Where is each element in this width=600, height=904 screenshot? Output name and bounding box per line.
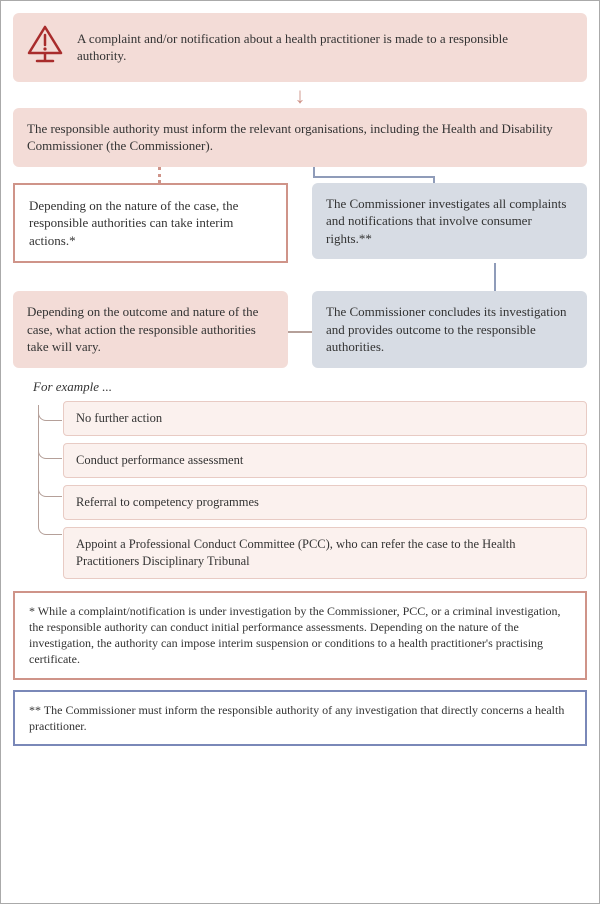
step-complaint-text: A complaint and/or notification about a … xyxy=(77,30,527,65)
step-investigate: The Commissioner investigates all compla… xyxy=(312,183,587,260)
example-text: Conduct performance assessment xyxy=(76,453,243,467)
footnote-star: * While a complaint/notification is unde… xyxy=(13,591,587,680)
example-list: No further action Conduct performance as… xyxy=(63,401,587,578)
step-inform: The responsible authority must inform th… xyxy=(13,108,587,167)
step-outcome: Depending on the outcome and nature of t… xyxy=(13,291,288,368)
step-interim: Depending on the nature of the case, the… xyxy=(13,183,288,264)
example-item: No further action xyxy=(63,401,587,436)
step-interim-text: Depending on the nature of the case, the… xyxy=(29,198,238,248)
example-item: Conduct performance assessment xyxy=(63,443,587,478)
connector xyxy=(288,331,312,333)
tree-bracket xyxy=(38,405,62,578)
connector xyxy=(494,263,496,291)
step-complaint: A complaint and/or notification about a … xyxy=(13,13,587,82)
example-text: Referral to competency programmes xyxy=(76,495,259,509)
footnote-star-text: * While a complaint/notification is unde… xyxy=(29,604,561,667)
examples-label: For example ... xyxy=(33,378,587,396)
example-text: Appoint a Professional Conduct Committee… xyxy=(76,537,515,568)
warning-sign-icon xyxy=(27,25,63,70)
connector xyxy=(313,176,433,178)
connector-dashed xyxy=(158,167,161,183)
footnote-dstar-text: ** The Commissioner must inform the resp… xyxy=(29,703,564,733)
step-conclude-text: The Commissioner concludes its investiga… xyxy=(326,304,566,354)
example-item: Referral to competency programmes xyxy=(63,485,587,520)
step-outcome-text: Depending on the outcome and nature of t… xyxy=(27,304,258,354)
step-conclude: The Commissioner concludes its investiga… xyxy=(312,291,587,368)
example-item: Appoint a Professional Conduct Committee… xyxy=(63,527,587,579)
footnote-double-star: ** The Commissioner must inform the resp… xyxy=(13,690,587,746)
connector xyxy=(313,167,315,176)
arrow-down-icon: ↓ xyxy=(13,82,587,108)
example-text: No further action xyxy=(76,411,162,425)
step-inform-text: The responsible authority must inform th… xyxy=(27,121,553,154)
step-investigate-text: The Commissioner investigates all compla… xyxy=(326,196,566,246)
